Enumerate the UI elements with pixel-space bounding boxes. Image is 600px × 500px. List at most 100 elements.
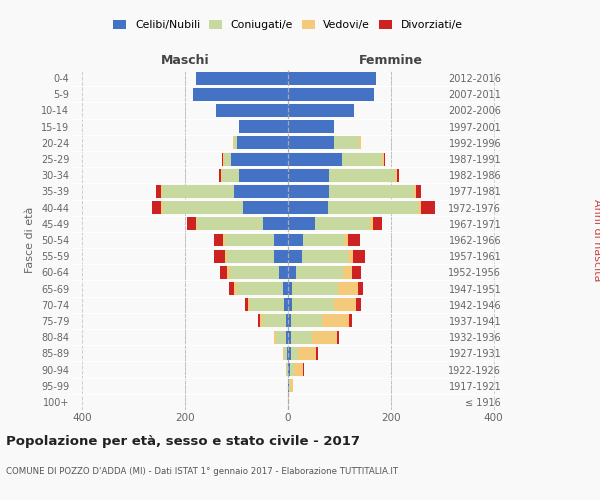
Bar — [193, 88, 288, 101]
Bar — [288, 136, 334, 149]
Bar — [214, 250, 225, 262]
Bar — [225, 250, 227, 262]
Bar — [236, 282, 283, 295]
Bar — [243, 201, 288, 214]
Bar — [284, 298, 288, 311]
Bar — [352, 266, 361, 279]
Bar — [274, 250, 288, 262]
Bar — [302, 250, 347, 262]
Bar — [219, 169, 221, 181]
Bar — [303, 363, 304, 376]
Bar — [316, 347, 319, 360]
Bar — [322, 314, 349, 328]
Text: COMUNE DI POZZO D'ADDA (MI) - Dati ISTAT 1° gennaio 2017 - Elaborazione TUTTITAL: COMUNE DI POZZO D'ADDA (MI) - Dati ISTAT… — [6, 468, 398, 476]
Bar — [284, 347, 287, 360]
Bar — [227, 250, 274, 262]
Bar — [263, 314, 286, 328]
Bar — [197, 218, 263, 230]
Bar — [227, 266, 230, 279]
Bar — [296, 266, 343, 279]
Bar — [338, 282, 358, 295]
Bar — [290, 347, 298, 360]
Bar — [152, 201, 161, 214]
Bar — [289, 379, 290, 392]
Bar — [274, 234, 288, 246]
Bar — [263, 218, 288, 230]
Bar — [216, 104, 288, 117]
Bar — [234, 136, 236, 149]
Bar — [288, 72, 376, 85]
Bar — [288, 120, 334, 133]
Bar — [397, 169, 398, 181]
Bar — [414, 185, 416, 198]
Bar — [288, 88, 374, 101]
Bar — [161, 201, 163, 214]
Bar — [224, 152, 232, 166]
Bar — [293, 363, 303, 376]
Bar — [349, 314, 352, 328]
Bar — [288, 185, 329, 198]
Bar — [239, 120, 288, 133]
Bar — [348, 234, 360, 246]
Bar — [283, 282, 288, 295]
Bar — [286, 314, 288, 328]
Bar — [220, 266, 227, 279]
Text: Anni di nascita: Anni di nascita — [592, 198, 600, 281]
Bar — [223, 152, 224, 166]
Bar — [274, 330, 276, 344]
Bar — [221, 152, 223, 166]
Bar — [373, 218, 382, 230]
Bar — [328, 201, 418, 214]
Bar — [358, 282, 362, 295]
Bar — [163, 201, 243, 214]
Bar — [353, 250, 365, 262]
Bar — [236, 136, 288, 149]
Y-axis label: Fasce di età: Fasce di età — [25, 207, 35, 273]
Bar — [312, 330, 337, 344]
Bar — [383, 152, 385, 166]
Bar — [232, 152, 288, 166]
Bar — [245, 298, 248, 311]
Bar — [234, 185, 288, 198]
Bar — [288, 282, 292, 295]
Bar — [288, 330, 290, 344]
Bar — [288, 314, 290, 328]
Bar — [250, 298, 284, 311]
Bar — [343, 266, 352, 279]
Bar — [156, 185, 161, 198]
Bar — [370, 218, 373, 230]
Text: Maschi: Maschi — [161, 54, 209, 68]
Bar — [286, 330, 288, 344]
Bar — [344, 234, 348, 246]
Bar — [298, 347, 316, 360]
Bar — [221, 169, 222, 181]
Bar — [257, 314, 260, 328]
Legend: Celibi/Nubili, Coniugati/e, Vedovi/e, Divorziati/e: Celibi/Nubili, Coniugati/e, Vedovi/e, Di… — [112, 18, 464, 32]
Bar — [286, 363, 288, 376]
Bar — [196, 218, 197, 230]
Bar — [359, 136, 361, 149]
Bar — [421, 201, 435, 214]
Bar — [239, 169, 288, 181]
Bar — [290, 363, 293, 376]
Bar — [337, 330, 340, 344]
Bar — [230, 266, 279, 279]
Bar — [329, 169, 395, 181]
Bar — [233, 136, 234, 149]
Bar — [287, 347, 288, 360]
Bar — [290, 314, 322, 328]
Bar — [304, 234, 344, 246]
Bar — [162, 185, 234, 198]
Bar — [334, 298, 356, 311]
Bar — [260, 314, 263, 328]
Text: Popolazione per età, sesso e stato civile - 2017: Popolazione per età, sesso e stato civil… — [6, 435, 360, 448]
Bar — [288, 218, 315, 230]
Bar — [288, 379, 289, 392]
Bar — [356, 298, 361, 311]
Bar — [276, 330, 286, 344]
Bar — [334, 136, 359, 149]
Bar — [161, 185, 162, 198]
Bar — [222, 169, 239, 181]
Bar — [187, 218, 196, 230]
Bar — [279, 266, 288, 279]
